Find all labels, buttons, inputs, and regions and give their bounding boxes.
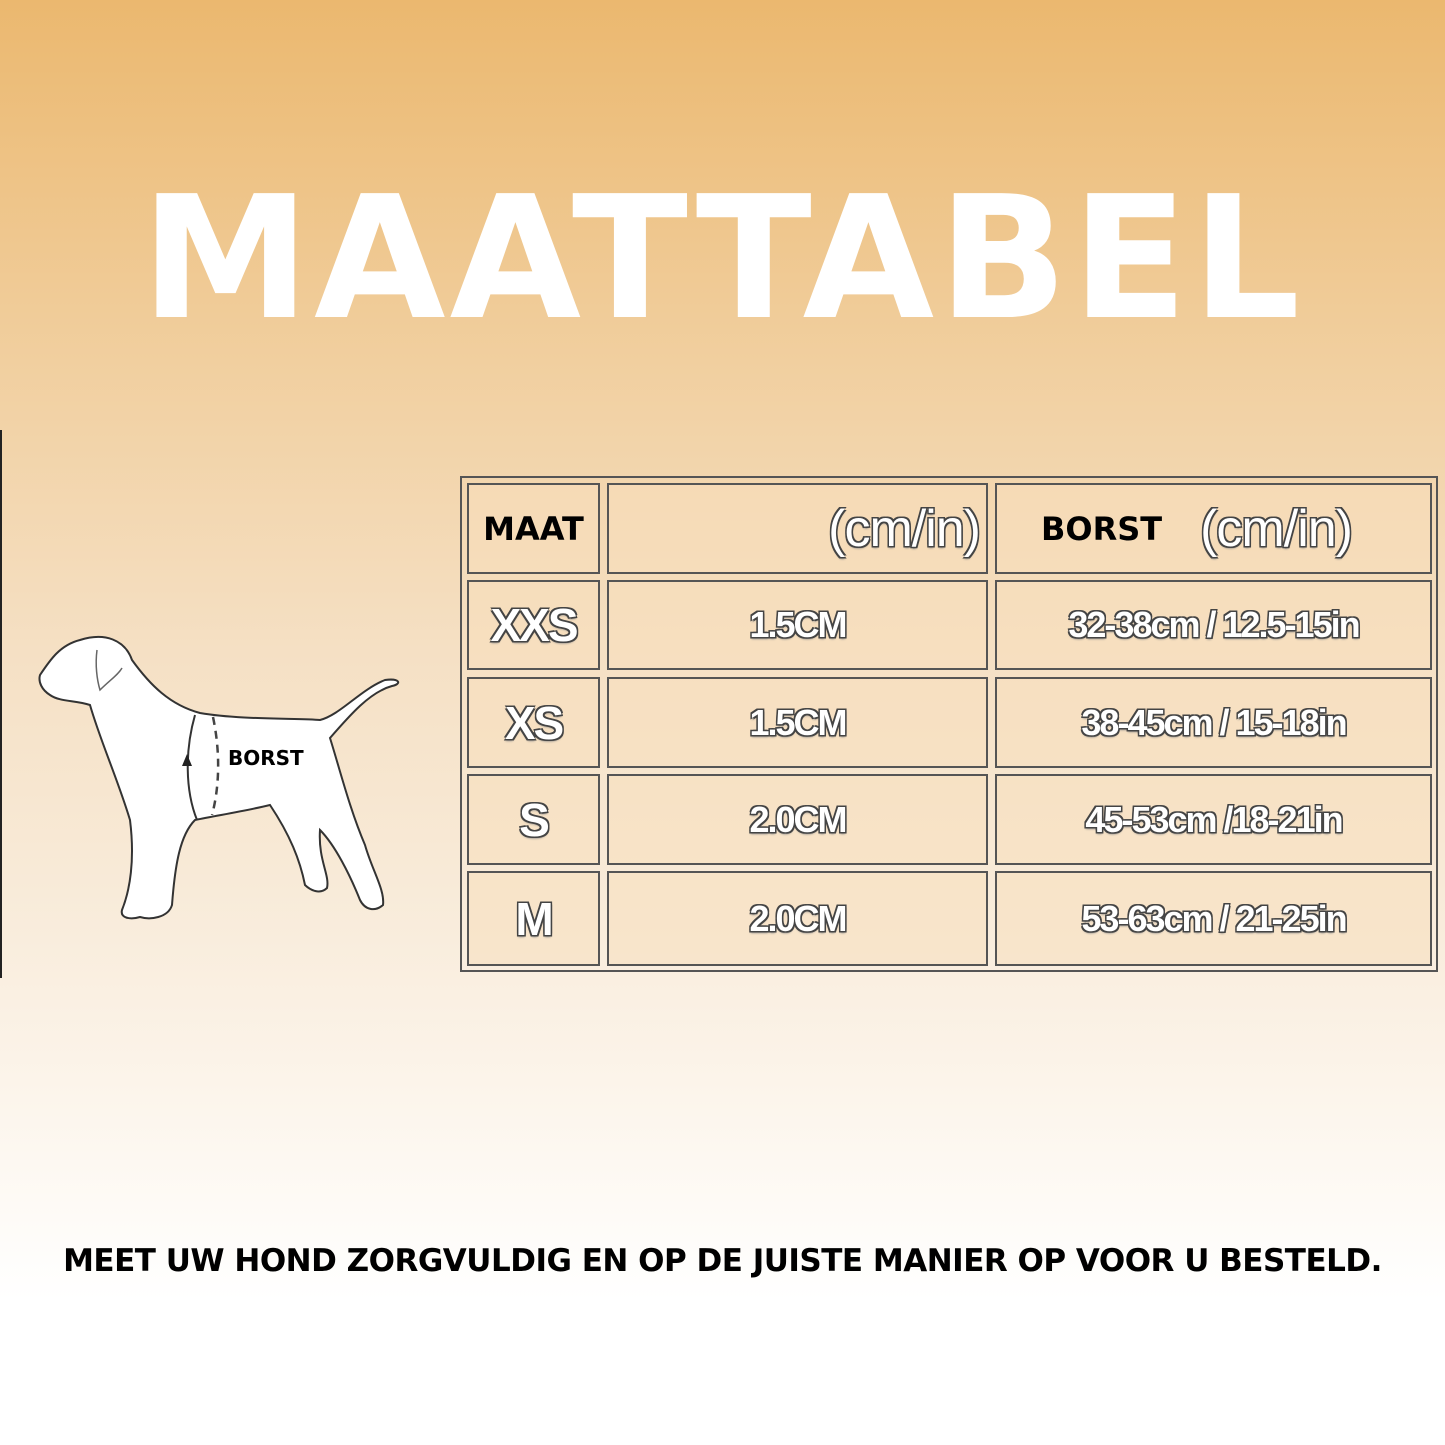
divider [0,430,2,978]
header-size-label: MAAT [483,509,584,548]
header-width: (cm/in) [607,483,988,574]
row-width: 2.0CM [749,798,847,840]
row-size: S [519,793,550,846]
row-chest: 53-63cm / 21-25in [1081,897,1347,939]
row-size: M [515,892,553,945]
dog-illustration: BORST [38,635,400,920]
header-chest-label: BORST [1041,509,1163,548]
row-width: 2.0CM [749,897,847,939]
row-size: XS [504,696,564,749]
page-title: MAATTABEL [140,160,1305,358]
row-chest: 32-38cm / 12.5-15in [1068,604,1360,645]
row-chest: 45-53cm /18-21in [1085,798,1343,840]
header-size: MAAT [467,483,600,574]
row-chest: 38-45cm / 15-18in [1081,701,1347,743]
footer-note: MEET UW HOND ZORGVULDIG EN OP DE JUISTE … [63,1243,1382,1279]
borst-label: BORST [228,746,304,770]
header-chest: BORST (cm/in) [995,483,1432,574]
header-width-unit: (cm/in) [828,499,981,558]
size-table [460,476,1438,972]
row-width: 1.5CM [749,604,847,645]
header-chest-unit: (cm/in) [1200,499,1353,558]
row-size: XXS [490,599,578,651]
row-width: 1.5CM [749,701,847,743]
